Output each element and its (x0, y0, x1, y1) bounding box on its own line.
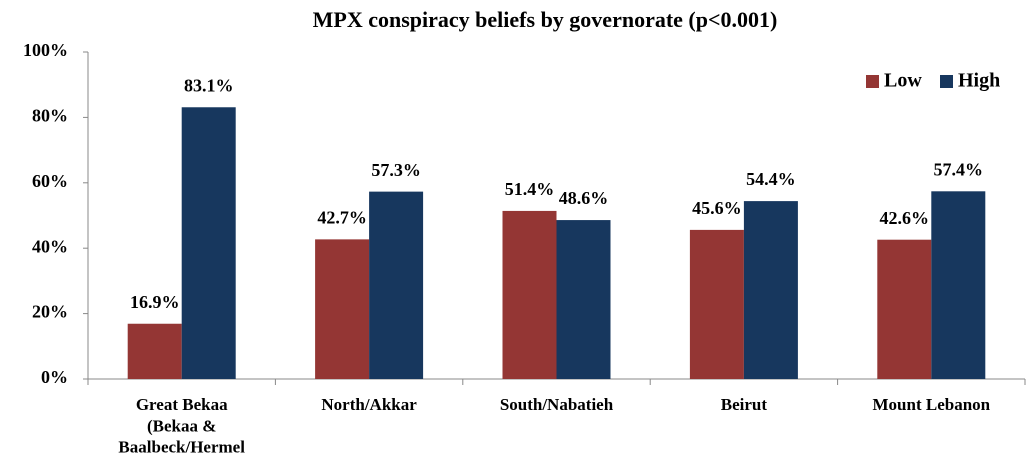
value-label: 51.4% (505, 179, 555, 199)
bar (502, 210, 557, 379)
value-label: 57.3% (371, 160, 421, 180)
legend-swatch (940, 75, 953, 88)
bar (181, 107, 236, 379)
legend-swatch (866, 75, 879, 88)
value-label: 57.4% (934, 159, 984, 179)
x-tick-label: Beirut (721, 395, 768, 414)
bar (743, 201, 798, 379)
bar (127, 323, 182, 379)
bar (877, 239, 932, 379)
y-tick-label: 20% (32, 302, 68, 322)
chart-title: MPX conspiracy beliefs by governorate (p… (313, 7, 778, 32)
y-tick-label: 60% (32, 171, 68, 191)
value-label: 42.7% (317, 207, 367, 227)
y-tick-label: 0% (41, 367, 68, 387)
value-label: 45.6% (692, 198, 742, 218)
value-label: 83.1% (184, 75, 234, 95)
bar (556, 220, 611, 379)
bar (369, 191, 424, 379)
x-tick-label: Mount Lebanon (872, 395, 990, 414)
bar (931, 191, 986, 379)
x-tick-label: South/Nabatieh (500, 395, 614, 414)
bar (689, 229, 744, 379)
y-tick-label: 40% (32, 236, 68, 256)
value-label: 54.4% (746, 169, 796, 189)
y-tick-label: 80% (32, 106, 68, 126)
value-label: 42.6% (880, 208, 930, 228)
bar (315, 239, 370, 379)
x-tick-label: Great Bekaa (Bekaa & Baalbeck/Hermel (118, 395, 245, 457)
legend-label: High (958, 70, 1000, 92)
value-label: 48.6% (559, 188, 609, 208)
legend-label: Low (884, 70, 922, 92)
y-tick-label: 100% (23, 40, 68, 60)
x-tick-label: North/Akkar (321, 395, 417, 414)
value-label: 16.9% (130, 292, 180, 312)
